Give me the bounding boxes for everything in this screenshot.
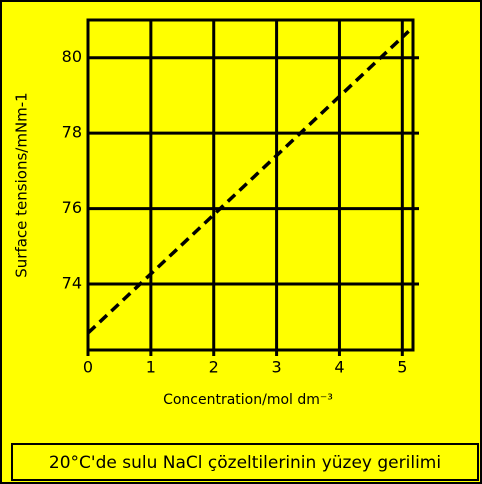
x-tick-label: 4 bbox=[334, 358, 344, 377]
y-tick-label: 74 bbox=[62, 274, 82, 293]
x-axis-label: Concentration/mol dm⁻³ bbox=[163, 392, 333, 408]
caption: 20°C'de sulu NaCl çözeltilerinin yüzey g… bbox=[49, 453, 441, 473]
caption-box bbox=[11, 443, 479, 481]
x-tick-label: 1 bbox=[146, 358, 156, 377]
x-tick-label: 3 bbox=[271, 358, 281, 377]
x-tick-label: 0 bbox=[83, 358, 93, 377]
y-tick-label: 76 bbox=[62, 198, 82, 217]
y-axis-label: Surface tensions/mNm-1 bbox=[13, 92, 31, 277]
x-tick-label: 5 bbox=[397, 358, 407, 377]
y-tick-label: 80 bbox=[62, 47, 82, 66]
y-tick-label: 78 bbox=[62, 123, 82, 142]
data-line bbox=[86, 30, 410, 335]
x-tick-label: 2 bbox=[209, 358, 219, 377]
